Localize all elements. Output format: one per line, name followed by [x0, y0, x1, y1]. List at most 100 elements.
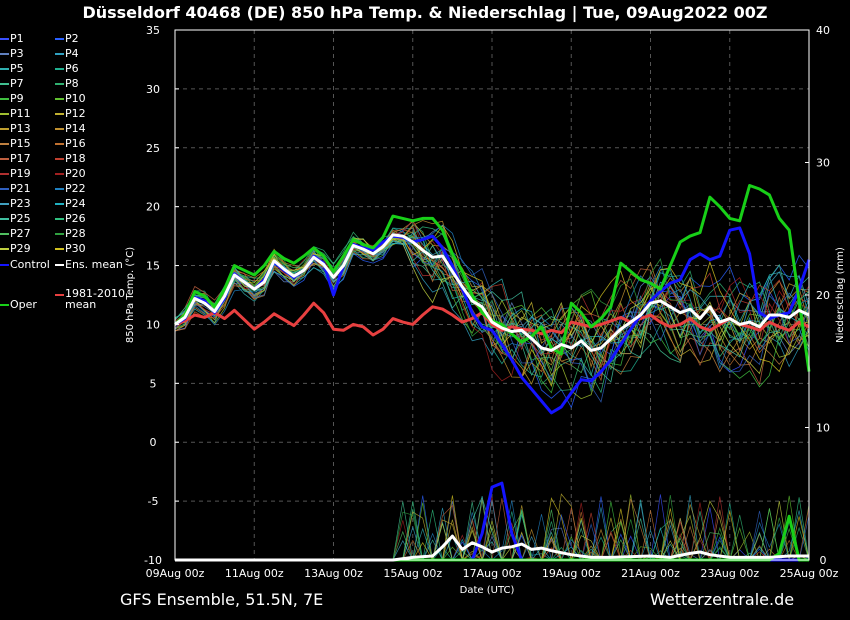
member-line-p25: [174, 240, 810, 383]
legend-item: P5: [0, 62, 24, 76]
legend-swatch: [0, 188, 9, 190]
legend-item: 1981-2010 mean: [55, 288, 127, 310]
legend-item: P21: [0, 182, 31, 196]
y-tick-label: -10: [144, 554, 162, 567]
legend-label: P23: [10, 197, 31, 210]
legend-label: P28: [65, 227, 86, 240]
legend-label: P15: [10, 137, 31, 150]
y2-tick-label: 20: [816, 289, 830, 302]
y-tick-label: -5: [148, 495, 159, 508]
x-tick-label: 25Aug 00z: [780, 567, 839, 580]
legend-swatch: [0, 53, 9, 55]
legend-label: P30: [65, 242, 86, 255]
legend-item: P19: [0, 167, 31, 181]
legend-label: P19: [10, 167, 31, 180]
footer-brand: Wetterzentrale.de: [650, 590, 795, 609]
y2-tick-label: 30: [816, 157, 830, 170]
y-tick-label: 20: [146, 201, 160, 214]
legend-item: P14: [55, 122, 86, 136]
y-axis-label: 850 hPa Temp. (°C): [125, 247, 136, 343]
legend-swatch: [0, 83, 9, 85]
y-tick-label: 10: [146, 318, 160, 331]
legend-label: P6: [65, 62, 79, 75]
legend-swatch: [55, 173, 64, 175]
legend-item: P15: [0, 137, 31, 151]
legend-item: P10: [55, 92, 86, 106]
legend-item: P27: [0, 227, 31, 241]
x-tick-label: 21Aug 00z: [621, 567, 680, 580]
member-line-p18: [174, 225, 810, 377]
y-tick-label: 5: [150, 377, 157, 390]
legend-label: P3: [10, 47, 24, 60]
legend-label: P14: [65, 122, 86, 135]
legend-swatch: [0, 248, 9, 250]
legend-item: Ens. mean: [55, 258, 123, 272]
legend-swatch: [0, 143, 9, 145]
legend-swatch: [55, 233, 64, 235]
legend-label: P25: [10, 212, 31, 225]
legend-swatch: [0, 173, 9, 175]
legend-swatch: [0, 128, 9, 130]
legend-swatch: [55, 264, 64, 266]
legend-swatch: [0, 113, 9, 115]
legend-swatch: [0, 38, 9, 40]
legend-item: P9: [0, 92, 24, 106]
legend-label: P12: [65, 107, 86, 120]
legend-item: P8: [55, 77, 79, 91]
legend-label: P13: [10, 122, 31, 135]
legend-item: P20: [55, 167, 86, 181]
legend-label: P26: [65, 212, 86, 225]
legend-label: Oper: [10, 298, 37, 311]
legend-swatch: [0, 203, 9, 205]
legend-item: P25: [0, 212, 31, 226]
legend-label: P17: [10, 152, 31, 165]
legend-item: P24: [55, 197, 86, 211]
legend-item: P17: [0, 152, 31, 166]
legend-item: P1: [0, 32, 24, 46]
legend-item: P28: [55, 227, 86, 241]
x-tick-label: 19Aug 00z: [542, 567, 601, 580]
series-1981-2010-mean: [174, 301, 810, 337]
x-axis-label: Date (UTC): [460, 585, 515, 596]
legend-item: P26: [55, 212, 86, 226]
legend-item: Control: [0, 258, 50, 272]
legend-item: P13: [0, 122, 31, 136]
legend-label: P1: [10, 32, 24, 45]
legend-label: P16: [65, 137, 86, 150]
legend-item: P3: [0, 47, 24, 61]
member-line-p12: [174, 237, 810, 364]
x-tick-label: 09Aug 00z: [146, 567, 205, 580]
legend-label: P2: [65, 32, 79, 45]
legend-label: Control: [10, 258, 50, 271]
x-tick-label: 23Aug 00z: [700, 567, 759, 580]
legend-label: Ens. mean: [65, 258, 123, 271]
series-control-precip: [175, 481, 809, 562]
legend-swatch: [0, 68, 9, 70]
legend-swatch: [0, 98, 9, 100]
y2-tick-label: 40: [816, 24, 830, 37]
legend-swatch: [55, 143, 64, 145]
legend-item: P7: [0, 77, 24, 91]
legend-label: P22: [65, 182, 86, 195]
footer-model-label: GFS Ensemble, 51.5N, 7E: [120, 590, 324, 609]
legend-label: P24: [65, 197, 86, 210]
legend-label: P8: [65, 77, 79, 90]
legend-item: P11: [0, 107, 31, 121]
legend-label: P5: [10, 62, 24, 75]
legend-swatch: [55, 128, 64, 130]
legend-item: P18: [55, 152, 86, 166]
legend-item: P6: [55, 62, 79, 76]
y-tick-label: 0: [150, 436, 157, 449]
legend-label: P20: [65, 167, 86, 180]
legend-swatch: [0, 304, 9, 306]
series-ens-mean: [174, 233, 810, 352]
legend-label: P21: [10, 182, 31, 195]
member-line-p28: [174, 236, 810, 386]
legend-label: P7: [10, 77, 24, 90]
y2-axis-label: Niederschlag (mm): [835, 247, 846, 343]
legend-swatch: [55, 248, 64, 250]
legend-swatch: [0, 158, 9, 160]
chart-title: Düsseldorf 40468 (DE) 850 hPa Temp. & Ni…: [82, 3, 768, 22]
legend-item: P30: [55, 242, 86, 256]
legend-item: P22: [55, 182, 86, 196]
